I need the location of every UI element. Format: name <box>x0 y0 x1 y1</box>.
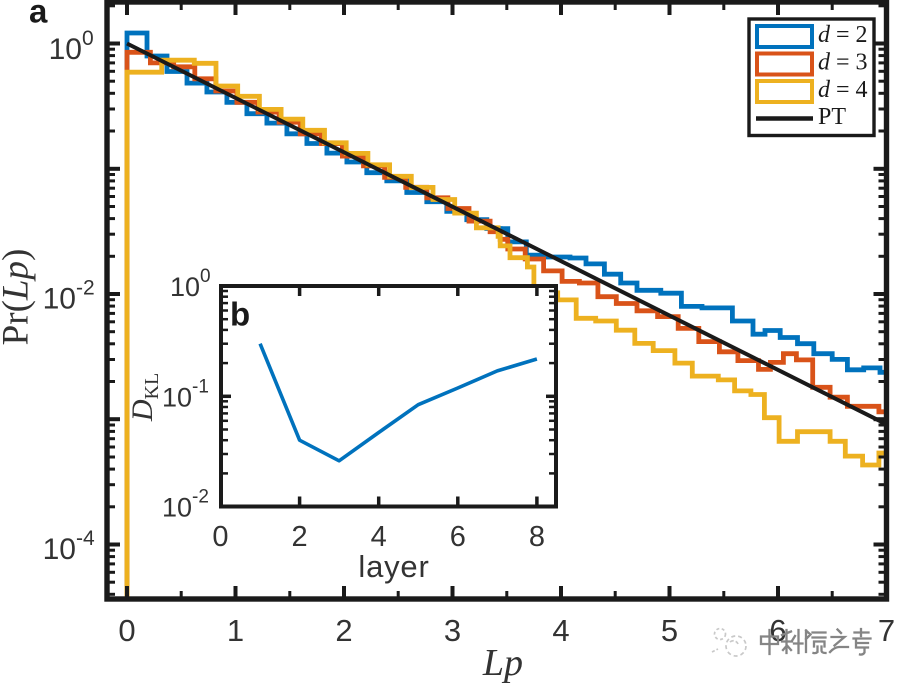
svg-text:2: 2 <box>292 521 308 553</box>
svg-text:Pr(Lp): Pr(Lp) <box>0 249 37 346</box>
svg-text:d = 3: d = 3 <box>818 50 868 76</box>
svg-text:0: 0 <box>212 521 228 553</box>
svg-text:d = 4: d = 4 <box>818 77 868 103</box>
svg-text:7: 7 <box>878 613 895 648</box>
svg-text:layer: layer <box>358 549 429 584</box>
svg-text:6: 6 <box>769 613 786 648</box>
svg-text:1: 1 <box>227 613 244 648</box>
svg-text:a: a <box>29 0 48 30</box>
svg-text:DKL: DKL <box>126 373 163 422</box>
svg-text:5: 5 <box>661 613 678 648</box>
svg-text:d = 2: d = 2 <box>818 22 868 48</box>
svg-text:100: 100 <box>170 266 211 302</box>
svg-text:2: 2 <box>335 613 352 648</box>
svg-text:10-2: 10-2 <box>43 277 95 316</box>
svg-text:0: 0 <box>118 613 135 648</box>
svg-text:6: 6 <box>450 521 466 553</box>
svg-text:Lp: Lp <box>482 642 523 683</box>
svg-text:b: b <box>230 296 250 333</box>
svg-text:10-4: 10-4 <box>43 527 95 566</box>
svg-text:PT: PT <box>818 104 846 130</box>
svg-text:3: 3 <box>444 613 461 648</box>
svg-text:4: 4 <box>552 613 569 648</box>
svg-text:4: 4 <box>371 521 387 553</box>
svg-text:8: 8 <box>529 521 545 553</box>
